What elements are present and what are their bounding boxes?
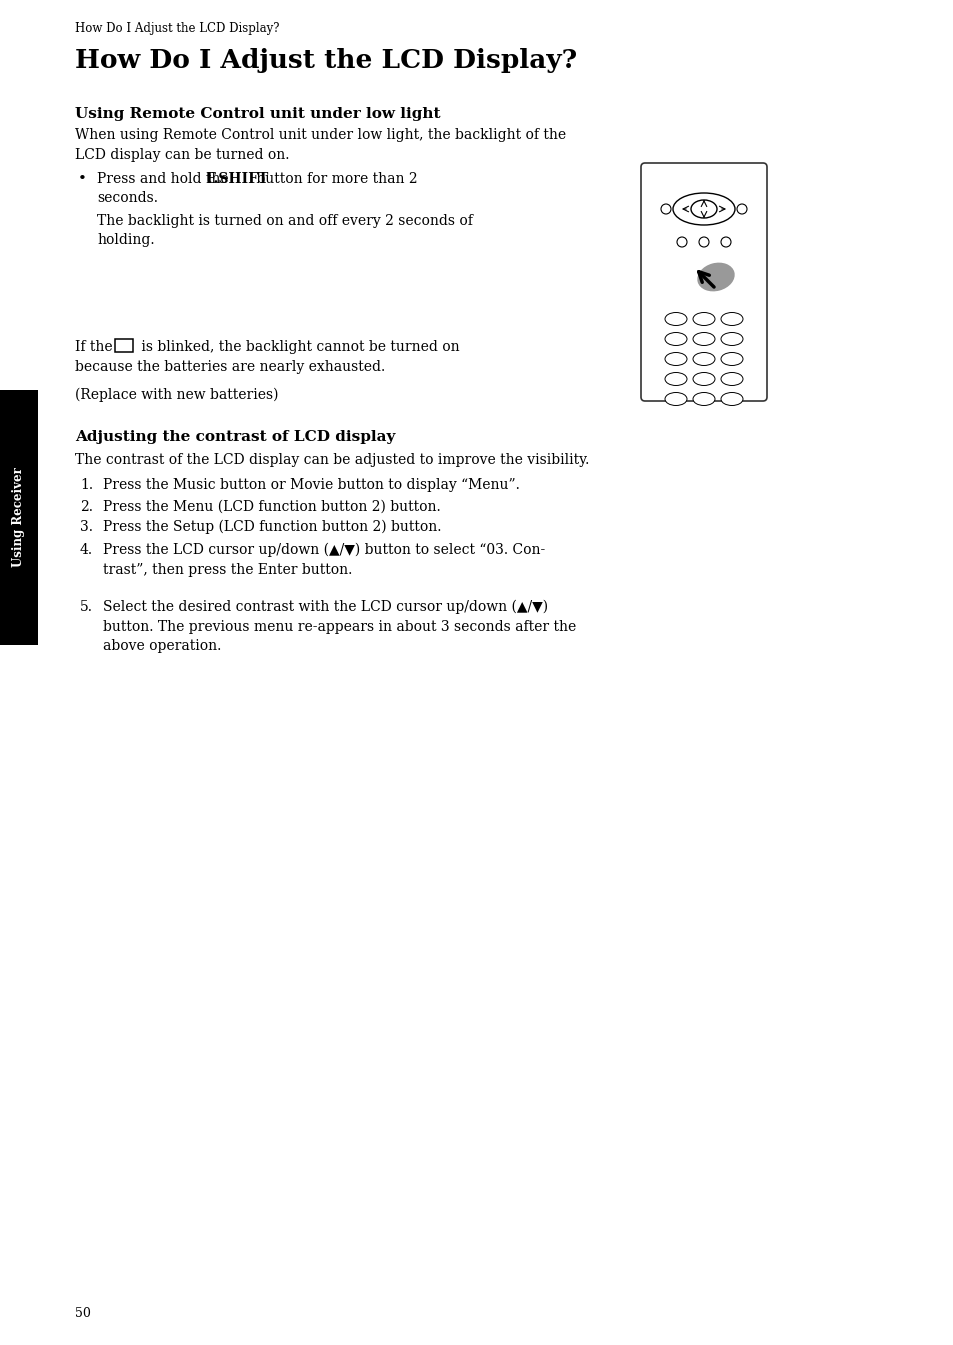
Ellipse shape	[672, 192, 734, 225]
Text: Press the Music button or Movie button to display “Menu”.: Press the Music button or Movie button t…	[103, 477, 519, 492]
Ellipse shape	[720, 373, 742, 386]
Text: Press the LCD cursor up/down (▲/▼) button to select “03. Con-
trast”, then press: Press the LCD cursor up/down (▲/▼) butto…	[103, 543, 545, 577]
Ellipse shape	[664, 332, 686, 346]
Ellipse shape	[664, 312, 686, 325]
Text: button for more than 2: button for more than 2	[252, 172, 417, 186]
Ellipse shape	[692, 393, 714, 405]
Text: 3.: 3.	[80, 521, 92, 534]
Text: Press and hold the: Press and hold the	[97, 172, 233, 186]
Ellipse shape	[692, 312, 714, 325]
Text: When using Remote Control unit under low light, the backlight of the: When using Remote Control unit under low…	[75, 128, 565, 143]
Bar	[115, 339, 132, 352]
Text: holding.: holding.	[97, 233, 154, 247]
Ellipse shape	[720, 352, 742, 366]
Text: 2.: 2.	[80, 500, 92, 514]
Text: F.SHIFT: F.SHIFT	[205, 172, 268, 186]
Text: seconds.: seconds.	[97, 191, 158, 204]
Ellipse shape	[690, 200, 717, 218]
Text: •: •	[78, 172, 87, 186]
Text: because the batteries are nearly exhausted.: because the batteries are nearly exhaust…	[75, 360, 385, 374]
Ellipse shape	[692, 332, 714, 346]
Ellipse shape	[720, 332, 742, 346]
Text: Using Receiver: Using Receiver	[12, 468, 26, 568]
Ellipse shape	[664, 393, 686, 405]
Text: Select the desired contrast with the LCD cursor up/down (▲/▼)
button. The previo: Select the desired contrast with the LCD…	[103, 600, 576, 654]
Text: How Do I Adjust the LCD Display?: How Do I Adjust the LCD Display?	[75, 22, 279, 35]
Ellipse shape	[664, 373, 686, 386]
Text: Press the Menu (LCD function button 2) button.: Press the Menu (LCD function button 2) b…	[103, 500, 440, 514]
Text: 5.: 5.	[80, 600, 92, 615]
Text: The contrast of the LCD display can be adjusted to improve the visibility.: The contrast of the LCD display can be a…	[75, 453, 589, 467]
Text: Adjusting the contrast of LCD display: Adjusting the contrast of LCD display	[75, 430, 395, 444]
Ellipse shape	[692, 352, 714, 366]
Text: Using Remote Control unit under low light: Using Remote Control unit under low ligh…	[75, 108, 440, 121]
Ellipse shape	[720, 312, 742, 325]
Text: LCD display can be turned on.: LCD display can be turned on.	[75, 148, 289, 161]
FancyBboxPatch shape	[640, 163, 766, 401]
Bar	[0, 390, 38, 646]
Ellipse shape	[664, 352, 686, 366]
Text: Press the Setup (LCD function button 2) button.: Press the Setup (LCD function button 2) …	[103, 521, 441, 534]
Text: 1.: 1.	[80, 477, 93, 492]
Text: 50: 50	[75, 1307, 91, 1319]
Text: If the: If the	[75, 340, 117, 354]
Text: (Replace with new batteries): (Replace with new batteries)	[75, 387, 278, 402]
Text: is blinked, the backlight cannot be turned on: is blinked, the backlight cannot be turn…	[137, 340, 459, 354]
Ellipse shape	[720, 393, 742, 405]
Ellipse shape	[692, 373, 714, 386]
Text: How Do I Adjust the LCD Display?: How Do I Adjust the LCD Display?	[75, 48, 577, 73]
Text: The backlight is turned on and off every 2 seconds of: The backlight is turned on and off every…	[97, 214, 473, 229]
Text: 4.: 4.	[80, 543, 93, 557]
Ellipse shape	[697, 262, 734, 292]
